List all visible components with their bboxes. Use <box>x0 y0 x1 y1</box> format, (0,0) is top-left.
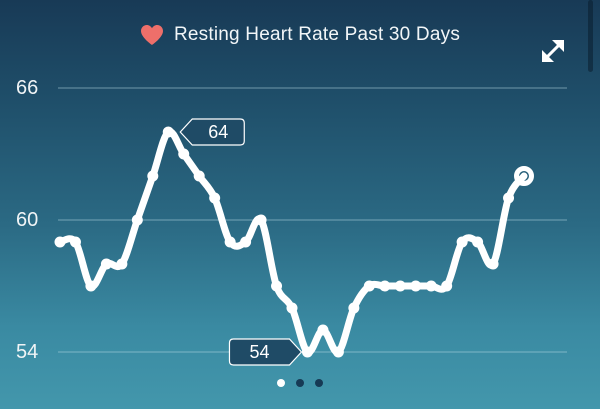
chart-title: Resting Heart Rate Past 30 Days <box>173 24 461 45</box>
max-callout-label: 64 <box>208 121 229 142</box>
y-tick-54: 54 <box>16 341 39 363</box>
page-dot-1[interactable] <box>277 379 285 387</box>
page-dot-3[interactable] <box>315 379 323 387</box>
heart-icon <box>140 25 163 45</box>
y-tick-66: 66 <box>16 77 39 99</box>
scrollbar[interactable] <box>588 0 593 72</box>
chart-header: Resting Heart Rate Past 30 Days <box>0 20 600 50</box>
expand-arrows-icon[interactable] <box>538 36 568 66</box>
y-tick-60: 60 <box>16 209 39 231</box>
min-callout: 54 <box>229 339 289 365</box>
data-points <box>54 126 534 358</box>
min-callout-label: 54 <box>249 341 270 362</box>
max-callout: 64 <box>192 119 244 145</box>
heart-rate-line <box>56 128 528 356</box>
page-dot-2[interactable] <box>296 379 304 387</box>
page-indicator <box>0 379 600 387</box>
callout-shapes <box>179 118 303 366</box>
